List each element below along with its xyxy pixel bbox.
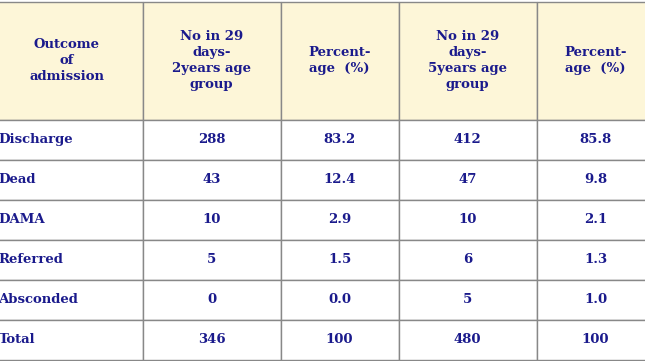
Text: Absconded: Absconded — [0, 293, 79, 306]
Bar — [0, 319, 143, 360]
Text: 1.5: 1.5 — [328, 253, 351, 266]
Text: Percent-
age  (%): Percent- age (%) — [308, 46, 371, 75]
Bar — [537, 1, 645, 119]
Bar — [399, 160, 537, 200]
Text: Referred: Referred — [0, 253, 63, 266]
Text: Percent-
age  (%): Percent- age (%) — [564, 46, 627, 75]
Bar — [537, 279, 645, 319]
Bar — [143, 319, 281, 360]
Text: Total: Total — [0, 333, 35, 346]
Bar — [0, 200, 143, 239]
Text: 346: 346 — [197, 333, 225, 346]
Text: DAMA: DAMA — [0, 213, 45, 226]
Text: 85.8: 85.8 — [579, 133, 611, 146]
Text: 5: 5 — [207, 253, 216, 266]
Bar — [537, 200, 645, 239]
Text: Outcome
of
admission: Outcome of admission — [29, 38, 104, 83]
Bar — [399, 319, 537, 360]
Bar — [0, 279, 143, 319]
Bar — [281, 200, 399, 239]
Text: 5: 5 — [463, 293, 472, 306]
Text: 2.9: 2.9 — [328, 213, 351, 226]
Bar — [143, 279, 281, 319]
Text: 0.0: 0.0 — [328, 293, 351, 306]
Bar — [281, 119, 399, 160]
Bar — [537, 319, 645, 360]
Text: 480: 480 — [453, 333, 481, 346]
Bar — [281, 279, 399, 319]
Bar — [399, 1, 537, 119]
Text: 0: 0 — [207, 293, 216, 306]
Text: 47: 47 — [459, 173, 477, 186]
Bar — [399, 200, 537, 239]
Bar — [281, 160, 399, 200]
Text: 100: 100 — [326, 333, 353, 346]
Text: 10: 10 — [459, 213, 477, 226]
Bar — [399, 119, 537, 160]
Bar — [537, 119, 645, 160]
Text: 83.2: 83.2 — [323, 133, 355, 146]
Bar — [143, 119, 281, 160]
Bar — [0, 239, 143, 279]
Text: 100: 100 — [582, 333, 610, 346]
Text: 288: 288 — [198, 133, 225, 146]
Text: 10: 10 — [203, 213, 221, 226]
Bar — [537, 239, 645, 279]
Text: No in 29
days-
2years age
group: No in 29 days- 2years age group — [172, 30, 251, 91]
Text: Dead: Dead — [0, 173, 36, 186]
Text: No in 29
days-
5years age
group: No in 29 days- 5years age group — [428, 30, 507, 91]
Bar — [0, 160, 143, 200]
Text: Discharge: Discharge — [0, 133, 73, 146]
Bar — [281, 239, 399, 279]
Bar — [537, 160, 645, 200]
Bar — [281, 1, 399, 119]
Text: 12.4: 12.4 — [323, 173, 356, 186]
Bar — [399, 279, 537, 319]
Text: 2.1: 2.1 — [584, 213, 607, 226]
Text: 9.8: 9.8 — [584, 173, 607, 186]
Bar — [143, 1, 281, 119]
Text: 6: 6 — [463, 253, 472, 266]
Bar — [143, 239, 281, 279]
Bar — [0, 1, 143, 119]
Text: 1.0: 1.0 — [584, 293, 607, 306]
Text: 412: 412 — [453, 133, 481, 146]
Bar — [143, 200, 281, 239]
Bar — [281, 319, 399, 360]
Text: 1.3: 1.3 — [584, 253, 607, 266]
Bar — [399, 239, 537, 279]
Text: 43: 43 — [203, 173, 221, 186]
Bar — [143, 160, 281, 200]
Bar — [0, 119, 143, 160]
